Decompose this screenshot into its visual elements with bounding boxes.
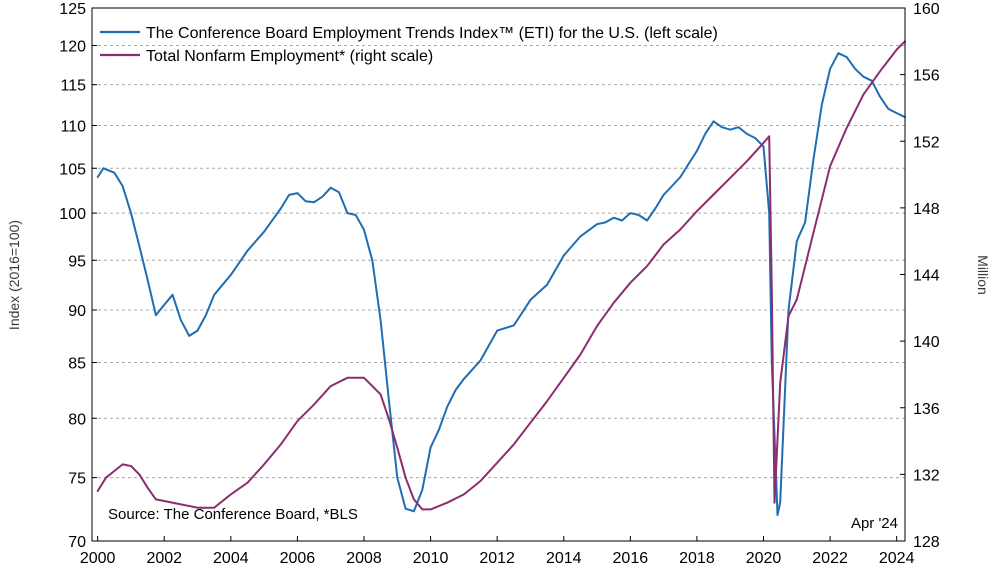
y-left-tick-label: 95 (68, 253, 86, 270)
y-right-tick-label: 156 (913, 68, 940, 85)
x-tick-label: 2010 (413, 550, 449, 567)
y-axis-right: 128 132 136 140 144 148 152 156 160 (900, 1, 940, 551)
y-right-tick-label: 136 (913, 401, 940, 418)
legend-label-nonfarm: Total Nonfarm Employment* (right scale) (146, 48, 433, 65)
y-left-tick-label: 90 (68, 303, 86, 320)
x-tick-label: 2018 (679, 550, 715, 567)
x-tick-label: 2016 (613, 550, 649, 567)
y-axis-left: 70 75 80 85 90 95 100 105 110 115 120 125 (59, 1, 97, 551)
series-line-eti (96, 52, 906, 517)
x-tick-label: 2022 (812, 550, 848, 567)
date-stamp: Apr '24 (851, 515, 898, 532)
y-left-tick-label: 75 (68, 471, 86, 488)
y-left-tick-label: 120 (59, 39, 86, 56)
y-right-tick-label: 160 (913, 1, 940, 18)
x-tick-label: 2024 (879, 550, 915, 567)
x-tick-label: 2008 (346, 550, 382, 567)
y-right-tick-label: 132 (913, 467, 940, 484)
y-left-tick-label: 125 (59, 1, 86, 18)
source-note: Source: The Conference Board, *BLS (108, 506, 358, 523)
y-left-tick-label: 85 (68, 356, 86, 373)
series-layer (96, 40, 906, 517)
y-right-tick-label: 144 (913, 268, 940, 285)
x-axis: 2000 2002 2004 2006 2008 2010 2012 2014 2016 2018… (80, 536, 915, 567)
x-tick-label: 2014 (546, 550, 582, 567)
y-left-tick-label: 100 (59, 206, 86, 223)
y-right-tick-label: 128 (913, 534, 940, 551)
legend: The Conference Board Employment Trends I… (100, 25, 718, 65)
y-left-tick-label: 105 (59, 161, 86, 178)
y-right-tick-label: 140 (913, 334, 940, 351)
y-left-tick-label: 115 (60, 78, 86, 95)
y-left-tick-label: 70 (68, 534, 86, 551)
legend-label-eti: The Conference Board Employment Trends I… (146, 25, 718, 42)
x-tick-label: 2000 (80, 550, 116, 567)
y-right-tick-label: 148 (913, 201, 940, 218)
y-axis-left-title: Index (2016=100) (6, 220, 22, 330)
y-axis-right-title: Million (975, 255, 991, 295)
x-tick-label: 2006 (280, 550, 316, 567)
series-line-nonfarm (96, 40, 906, 511)
y-left-tick-label: 80 (68, 411, 86, 428)
x-tick-label: 2002 (146, 550, 182, 567)
x-tick-label: 2012 (479, 550, 515, 567)
y-right-tick-label: 152 (913, 134, 940, 151)
x-tick-label: 2020 (746, 550, 782, 567)
x-tick-label: 2004 (213, 550, 249, 567)
y-left-tick-label: 110 (60, 119, 86, 136)
